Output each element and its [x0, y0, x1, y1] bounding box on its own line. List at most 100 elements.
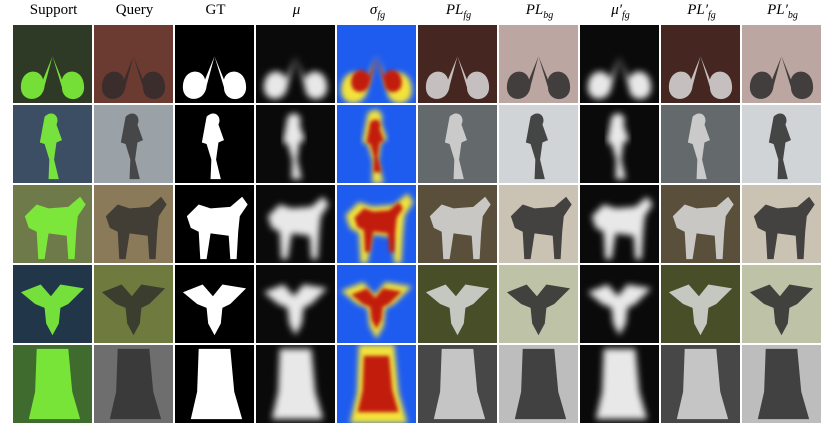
thumbnail-pl_prime_fg: [661, 105, 740, 183]
cell-horse-mu_prime_fg: [580, 185, 659, 263]
thumbnail-mu_prime_fg: [580, 345, 659, 423]
thumbnail-pl_prime_bg: [742, 105, 821, 183]
cell-bicycle-support: [13, 25, 92, 103]
thumbnail-pl_fg: [418, 345, 497, 423]
cell-car-mu_prime_fg: [580, 345, 659, 423]
cell-bird-mu_prime_fg: [580, 265, 659, 343]
cell-bird-pl_prime_bg: [742, 265, 821, 343]
cell-car-pl_prime_fg: [661, 345, 740, 423]
cell-person-bike-pl_prime_bg: [742, 105, 821, 183]
column-label-pl-prime-fg: PL′fg: [687, 2, 716, 21]
cell-bird-gt: [175, 265, 254, 343]
cell-person-bike-support: [13, 105, 92, 183]
cell-bicycle-pl_prime_bg: [742, 25, 821, 103]
cell-person-bike-query: [94, 105, 173, 183]
column-label-query: Query: [115, 2, 154, 18]
cell-horse-query: [94, 185, 173, 263]
image-grid: [13, 25, 823, 425]
thumbnail-mu: [256, 265, 335, 343]
thumbnail-mu_prime_fg: [580, 25, 659, 103]
cell-bird-pl_fg: [418, 265, 497, 343]
cell-horse-mu: [256, 185, 335, 263]
thumbnail-query: [94, 25, 173, 103]
thumbnail-mu_prime_fg: [580, 265, 659, 343]
cell-bird-query: [94, 265, 173, 343]
thumbnail-mu: [256, 345, 335, 423]
cell-bicycle-sigma_fg: [337, 25, 416, 103]
cell-person-bike-pl_fg: [418, 105, 497, 183]
cell-person-bike-mu: [256, 105, 335, 183]
cell-car-gt: [175, 345, 254, 423]
thumbnail-query: [94, 105, 173, 183]
column-label-mu: μ: [292, 2, 301, 18]
cell-horse-support: [13, 185, 92, 263]
thumbnail-pl_prime_bg: [742, 185, 821, 263]
cell-horse-sigma_fg: [337, 185, 416, 263]
thumbnail-support: [13, 25, 92, 103]
thumbnail-mu: [256, 105, 335, 183]
column-label-support: Support: [29, 2, 78, 18]
cell-car-pl_bg: [499, 345, 578, 423]
thumbnail-pl_prime_bg: [742, 25, 821, 103]
column-label-pl-prime-bg: PL′bg: [767, 2, 798, 21]
thumbnail-mu: [256, 185, 335, 263]
thumbnail-query: [94, 185, 173, 263]
cell-car-pl_fg: [418, 345, 497, 423]
cell-horse-pl_prime_fg: [661, 185, 740, 263]
thumbnail-pl_prime_fg: [661, 25, 740, 103]
cell-person-bike-pl_bg: [499, 105, 578, 183]
cell-horse-gt: [175, 185, 254, 263]
thumbnail-sigma_fg: [337, 185, 416, 263]
cell-car-pl_prime_bg: [742, 345, 821, 423]
thumbnail-mu_prime_fg: [580, 105, 659, 183]
column-label-gt: GT: [205, 2, 226, 18]
thumbnail-query: [94, 265, 173, 343]
thumbnail-pl_bg: [499, 185, 578, 263]
thumbnail-pl_fg: [418, 265, 497, 343]
cell-horse-pl_prime_bg: [742, 185, 821, 263]
column-label-sigma-fg: σfg: [369, 2, 386, 21]
cell-bicycle-mu_prime_fg: [580, 25, 659, 103]
thumbnail-pl_prime_fg: [661, 345, 740, 423]
thumbnail-pl_prime_bg: [742, 265, 821, 343]
cell-bird-pl_prime_fg: [661, 265, 740, 343]
column-label-pl-bg: PLbg: [525, 2, 554, 21]
thumbnail-pl_bg: [499, 105, 578, 183]
cell-bird-mu: [256, 265, 335, 343]
cell-bicycle-pl_bg: [499, 25, 578, 103]
cell-person-bike-gt: [175, 105, 254, 183]
thumbnail-gt: [175, 265, 254, 343]
cell-car-mu: [256, 345, 335, 423]
thumbnail-support: [13, 265, 92, 343]
thumbnail-support: [13, 345, 92, 423]
cell-bicycle-mu: [256, 25, 335, 103]
cell-person-bike-pl_prime_fg: [661, 105, 740, 183]
thumbnail-pl_fg: [418, 185, 497, 263]
thumbnail-gt: [175, 105, 254, 183]
thumbnail-pl_bg: [499, 25, 578, 103]
cell-bicycle-pl_fg: [418, 25, 497, 103]
thumbnail-support: [13, 185, 92, 263]
column-label-pl-fg: PLfg: [445, 2, 472, 21]
thumbnail-pl_bg: [499, 265, 578, 343]
column-label-mu-prime-fg: μ′fg: [611, 2, 630, 21]
cell-person-bike-mu_prime_fg: [580, 105, 659, 183]
thumbnail-sigma_fg: [337, 105, 416, 183]
thumbnail-sigma_fg: [337, 25, 416, 103]
thumbnail-pl_prime_bg: [742, 345, 821, 423]
cell-car-sigma_fg: [337, 345, 416, 423]
thumbnail-mu_prime_fg: [580, 185, 659, 263]
cell-bird-pl_bg: [499, 265, 578, 343]
cell-bicycle-pl_prime_fg: [661, 25, 740, 103]
cell-car-query: [94, 345, 173, 423]
thumbnail-gt: [175, 25, 254, 103]
cell-bicycle-query: [94, 25, 173, 103]
thumbnail-pl_fg: [418, 25, 497, 103]
column-header-row: Support Query GT μ σfg PLfg PLbg μ′fg PL…: [13, 0, 823, 24]
cell-person-bike-sigma_fg: [337, 105, 416, 183]
thumbnail-pl_bg: [499, 345, 578, 423]
thumbnail-pl_prime_fg: [661, 185, 740, 263]
cell-horse-pl_fg: [418, 185, 497, 263]
thumbnail-query: [94, 345, 173, 423]
cell-horse-pl_bg: [499, 185, 578, 263]
